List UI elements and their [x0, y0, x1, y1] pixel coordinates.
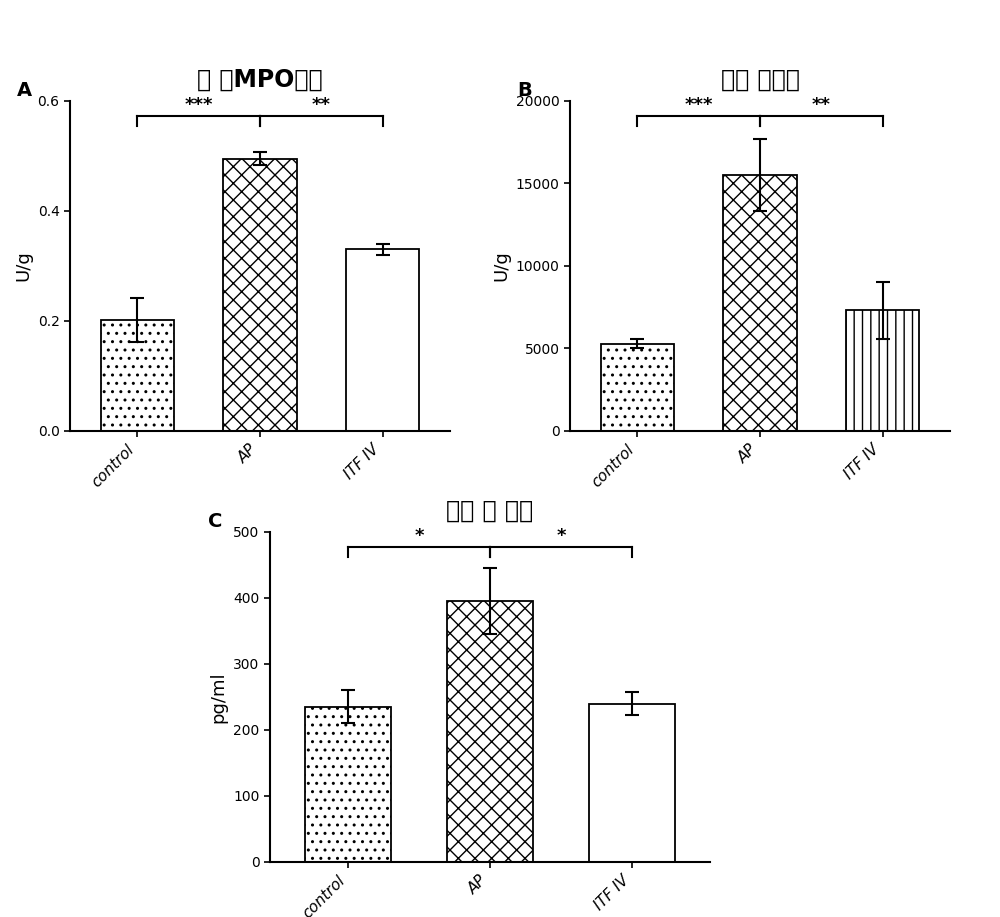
Y-axis label: U/g: U/g [14, 250, 32, 282]
Bar [101, 320, 174, 431]
Bar [447, 602, 533, 862]
Text: B: B [517, 81, 532, 100]
Text: *: * [556, 527, 566, 545]
Text: *: * [414, 527, 424, 545]
Title: 血清 淠粉酶: 血清 淠粉酶 [721, 68, 799, 92]
Text: **: ** [812, 96, 831, 114]
Title: 胰 腻MPO活力: 胰 腻MPO活力 [197, 68, 323, 92]
Bar [723, 175, 797, 431]
Bar [589, 703, 675, 862]
Text: ***: *** [684, 96, 713, 114]
Bar [223, 159, 297, 431]
Text: **: ** [312, 96, 331, 114]
Bar [305, 707, 391, 862]
Y-axis label: U/g: U/g [492, 250, 510, 282]
Text: A: A [17, 81, 32, 100]
Bar [601, 344, 674, 431]
Bar [346, 249, 419, 431]
Y-axis label: pg/ml: pg/ml [210, 671, 228, 723]
Text: ***: *** [184, 96, 213, 114]
Title: 血清 脂 肪酶: 血清 脂 肪酶 [446, 499, 534, 523]
Bar [846, 311, 919, 431]
Text: C: C [208, 512, 223, 531]
